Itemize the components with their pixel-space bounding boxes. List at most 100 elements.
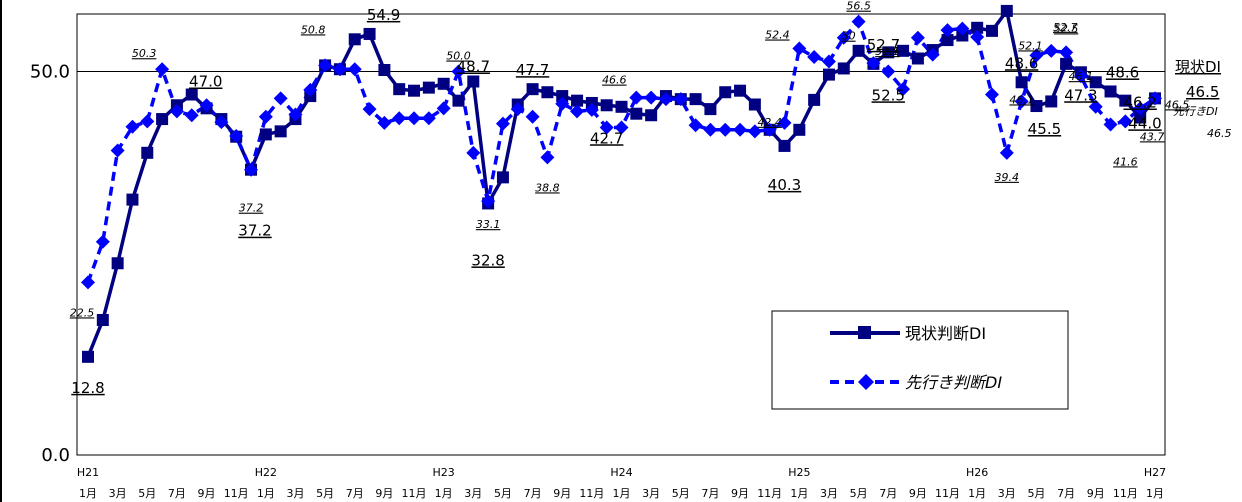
forecast-di-point bbox=[199, 98, 214, 113]
forecast-di-point bbox=[169, 104, 184, 119]
right-actual-value: 46.5 bbox=[1186, 83, 1219, 101]
actual-value-label: 48.7 bbox=[457, 57, 490, 75]
forecast-di-point bbox=[1073, 69, 1088, 84]
x-tick-label: 9月 bbox=[375, 487, 393, 500]
forecast-value-label: 51.1 bbox=[875, 45, 900, 58]
forecast-di-point bbox=[851, 14, 866, 29]
forecast-di-point bbox=[110, 143, 125, 158]
actual-di-point bbox=[348, 33, 361, 46]
forecast-value-label: 46.5 bbox=[1165, 98, 1190, 111]
forecast-value-label: 52.5 bbox=[1054, 22, 1079, 35]
actual-di-point bbox=[689, 93, 702, 106]
x-tick-label: 1月 bbox=[257, 487, 275, 500]
actual-value-label: 47.0 bbox=[189, 73, 222, 91]
x-tick-label: 11月 bbox=[402, 487, 427, 500]
forecast-di-point bbox=[925, 47, 940, 62]
x-tick-label: 1月 bbox=[613, 487, 631, 500]
x-tick-label: 5月 bbox=[494, 487, 512, 500]
actual-di-point bbox=[600, 99, 613, 112]
forecast-di-point bbox=[999, 145, 1014, 160]
actual-di-point bbox=[259, 128, 272, 141]
forecast-value-label: 42.4 bbox=[757, 116, 782, 129]
legend: 現状判断DI 先行き判断DI bbox=[771, 310, 1069, 410]
forecast-value-label: 50.3 bbox=[132, 47, 157, 60]
x-tick-label: 9月 bbox=[909, 487, 927, 500]
x-tick-label: 11月 bbox=[579, 487, 604, 500]
actual-di-point bbox=[1045, 95, 1058, 108]
forecast-value-label: 52.7 bbox=[1053, 21, 1078, 34]
actual-value-label: 47.3 bbox=[1064, 86, 1097, 104]
forecast-di-point bbox=[1088, 99, 1103, 114]
x-tick-label: 9月 bbox=[731, 487, 749, 500]
right-annotations: 現状DI 46.5 先行きDI 46.5 bbox=[1173, 58, 1232, 140]
forecast-value-label: 46.1 bbox=[1069, 70, 1094, 83]
actual-di-point bbox=[778, 139, 791, 152]
forecast-di-point bbox=[881, 64, 896, 79]
x-tick-label: 3月 bbox=[109, 487, 127, 500]
forecast-di-point bbox=[896, 82, 911, 97]
actual-di-point bbox=[808, 93, 821, 106]
forecast-di-point bbox=[807, 49, 822, 64]
forecast-di-point bbox=[362, 102, 377, 117]
forecast-di-point bbox=[584, 102, 599, 117]
actual-di-point bbox=[734, 84, 747, 97]
actual-di-point bbox=[96, 314, 109, 327]
forecast-di-point bbox=[540, 150, 555, 165]
forecast-di-point bbox=[155, 62, 170, 77]
forecast-di-point bbox=[703, 122, 718, 137]
forecast-di-point bbox=[570, 104, 585, 119]
actual-di-point bbox=[156, 113, 169, 126]
forecast-value-label: 22.5 bbox=[70, 306, 95, 319]
x-year-label: H25 bbox=[788, 466, 810, 479]
forecast-di-point bbox=[1029, 48, 1044, 63]
actual-di-point bbox=[422, 81, 435, 94]
actual-di-point bbox=[852, 44, 865, 57]
actual-di-point bbox=[496, 171, 509, 184]
x-tick-label: 3月 bbox=[820, 487, 838, 500]
actual-di-point bbox=[1119, 94, 1132, 107]
actual-di-point bbox=[1060, 57, 1073, 70]
actual-value-label: 48.6 bbox=[1005, 54, 1038, 72]
x-tick-label: 7月 bbox=[168, 487, 186, 500]
actual-value-label: 52.5 bbox=[872, 86, 905, 104]
actual-di-point bbox=[1015, 76, 1028, 89]
forecast-di-point bbox=[688, 118, 703, 133]
forecast-di-point bbox=[1103, 117, 1118, 132]
actual-value-label: 37.2 bbox=[238, 222, 271, 240]
x-year-label: H23 bbox=[433, 466, 455, 479]
forecast-di-point bbox=[377, 115, 392, 130]
x-tick-label: 3月 bbox=[286, 487, 304, 500]
forecast-di-point bbox=[273, 91, 288, 106]
actual-di-point bbox=[111, 257, 124, 270]
actual-di-point bbox=[793, 123, 806, 136]
forecast-di-point bbox=[747, 124, 762, 139]
forecast-di-point bbox=[614, 120, 629, 135]
forecast-di-point bbox=[984, 87, 999, 102]
forecast-di-point bbox=[658, 92, 673, 107]
actual-di-point bbox=[185, 88, 198, 101]
forecast-di-point bbox=[1044, 43, 1059, 58]
forecast-value-label: 46.1 bbox=[1009, 93, 1034, 106]
x-tick-label: 5月 bbox=[316, 487, 334, 500]
forecast-di-point bbox=[140, 114, 155, 129]
actual-di-point bbox=[630, 107, 643, 120]
x-tick-label: 11月 bbox=[224, 487, 249, 500]
forecast-di-point bbox=[288, 107, 303, 122]
actual-value-label: 47.7 bbox=[516, 61, 549, 79]
x-tick-label: 7月 bbox=[701, 487, 719, 500]
actual-di-point bbox=[82, 350, 94, 363]
forecast-di-point bbox=[955, 21, 970, 36]
actual-di-point bbox=[1089, 76, 1102, 89]
forecast-di-point bbox=[332, 62, 347, 77]
actual-di-point bbox=[985, 24, 998, 37]
actual-value-label: 45.5 bbox=[1028, 120, 1061, 138]
forecast-di-point bbox=[392, 111, 407, 126]
forecast-value-label: 37.2 bbox=[239, 202, 264, 215]
forecast-di-point bbox=[940, 23, 955, 38]
actual-di-point bbox=[1030, 100, 1043, 113]
actual-di-point bbox=[971, 21, 984, 34]
actual-di-point bbox=[882, 46, 895, 59]
x-year-label: H26 bbox=[966, 466, 988, 479]
